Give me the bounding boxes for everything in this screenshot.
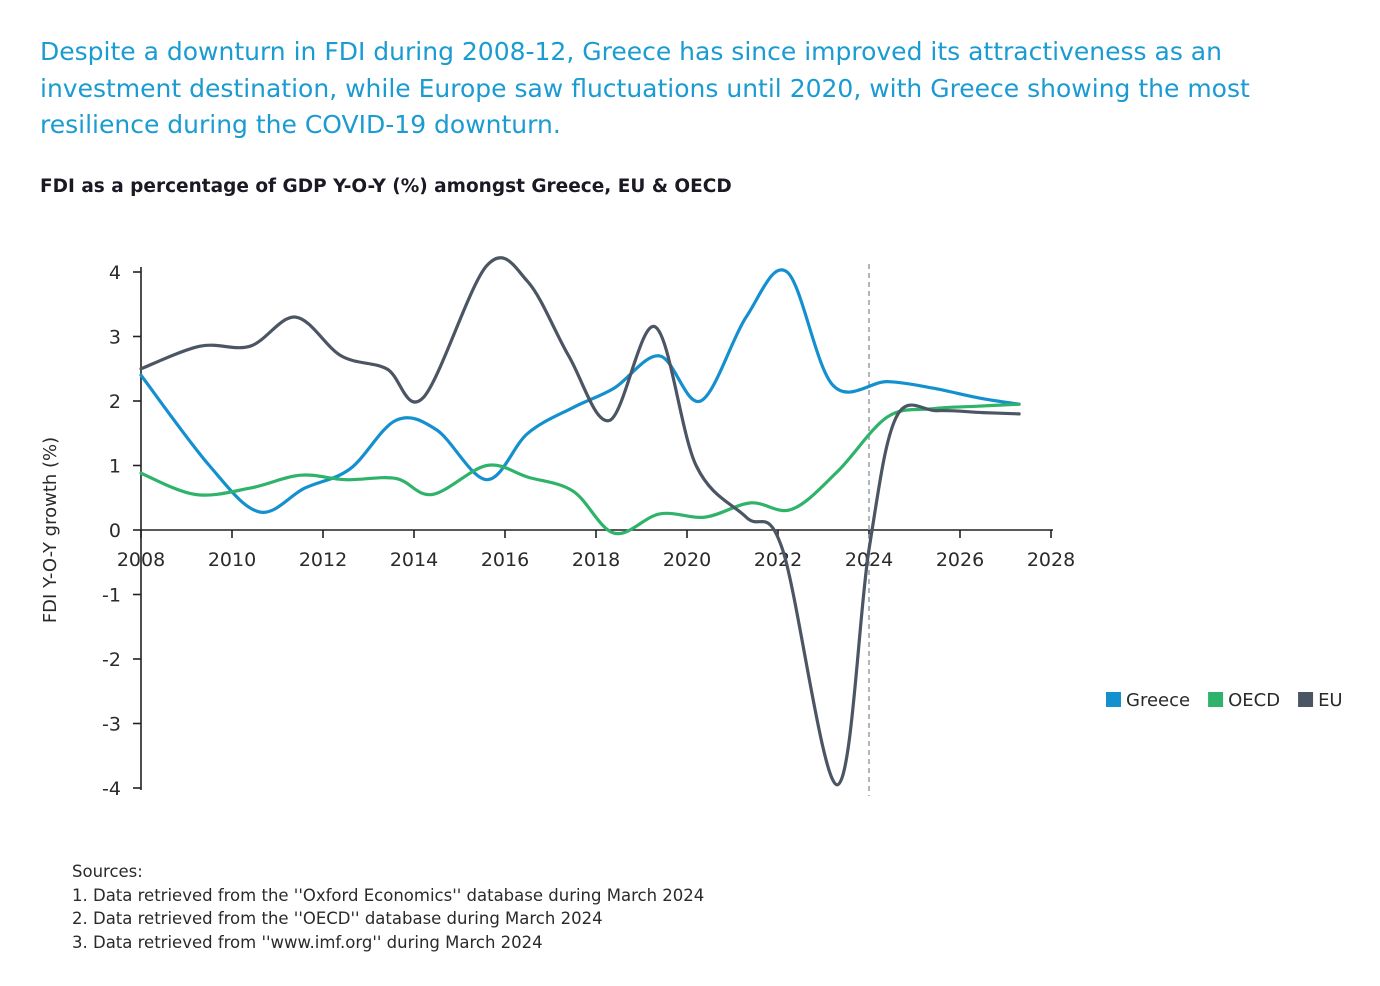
x-tick-label: 2012 [299,549,347,571]
legend-label-greece: Greece [1126,690,1190,711]
series-line-greece [139,268,1021,514]
y-tick-label: 2 [109,391,121,413]
legend-swatch-greece [1106,692,1121,707]
sources-note: Sources: 1. Data retrieved from the ''Ox… [72,860,704,954]
legend-label-oecd: OECD [1228,690,1280,711]
sources-heading: Sources: [72,862,143,881]
source-item: 3. Data retrieved from ''www.imf.org'' d… [72,932,543,952]
y-tick-label: -1 [102,585,121,607]
legend-swatch-eu [1298,692,1314,707]
y-tick-label: 0 [109,520,121,542]
x-tick-label: 2022 [754,549,802,571]
x-tick-label: 2018 [572,549,620,571]
headline: Despite a downturn in FDI during 2008-12… [40,37,1250,139]
x-tick-label: 2008 [117,549,165,571]
y-tick-label: -4 [102,778,121,800]
y-axis-title: FDI Y-O-Y growth (%) [40,437,61,623]
x-tick-label: 2028 [1027,549,1075,571]
y-tick-label: 3 [109,327,121,349]
x-tick-label: 2010 [208,549,256,571]
x-tick-label: 2014 [390,549,438,571]
legend-swatch-oecd [1208,692,1224,707]
y-tick-label: 4 [109,262,121,284]
x-tick-label: 2026 [936,549,984,571]
y-tick-label: -2 [102,649,121,671]
source-item: 1. Data retrieved from the ''Oxford Econ… [72,885,705,905]
x-tick-label: 2020 [663,549,711,571]
y-tick-label: 1 [109,456,121,478]
source-item: 2. Data retrieved from the ''OECD'' data… [72,909,603,928]
y-tick-label: -3 [102,714,121,736]
chart-title: FDI as a percentage of GDP Y-O-Y (%) amo… [40,176,732,197]
x-tick-label: 2016 [481,549,529,571]
series-line-oecd [139,402,1021,536]
series-line-eu [139,256,1021,787]
legend-label-eu: EU [1318,690,1343,711]
